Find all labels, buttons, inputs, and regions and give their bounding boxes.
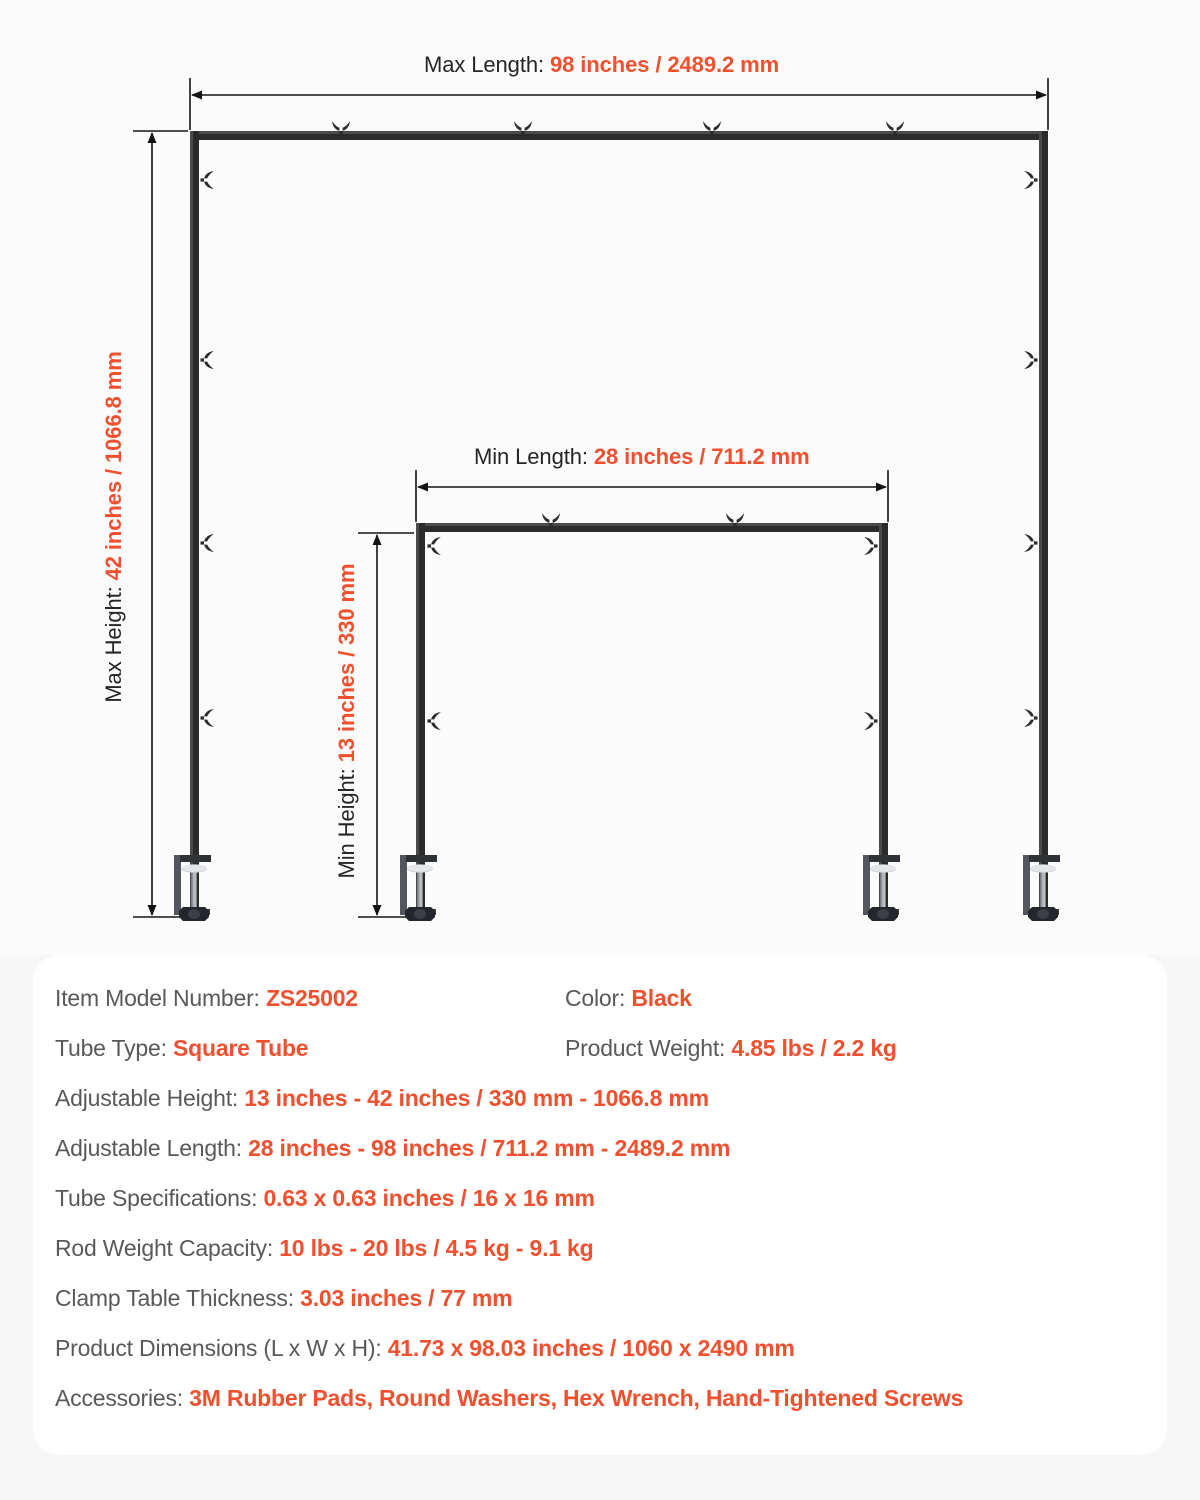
specification-list: Item Model Number: ZS25002 Color: Black Tu… bbox=[55, 985, 1145, 1435]
spec-row: Adjustable Height: 13 inches - 42 inches… bbox=[55, 1085, 1145, 1135]
wing-nut-thumb-screw bbox=[200, 171, 214, 189]
desk-c-clamp bbox=[863, 855, 900, 921]
max-size-frame bbox=[174, 121, 1060, 921]
spec-item: Tube Specifications: 0.63 x 0.63 inches … bbox=[55, 1185, 595, 1212]
wing-nut-thumb-screw bbox=[427, 712, 441, 730]
dimension-label-max-length-key: Max Length: bbox=[424, 52, 550, 77]
spec-row: Item Model Number: ZS25002 Color: Black bbox=[55, 985, 1145, 1035]
product-dimension-diagram: Max Length: 98 inches / 2489.2 mm Max He… bbox=[101, 52, 1060, 921]
dimension-label-min-height: Min Height: 13 inches / 330 mm bbox=[334, 521, 360, 921]
spec-item-value: 4.85 lbs / 2.2 kg bbox=[731, 1035, 897, 1061]
dimension-label-max-height: Max Height: 42 inches / 1066.8 mm bbox=[101, 327, 127, 727]
wing-nut-thumb-screw bbox=[1024, 171, 1038, 189]
dimension-label-max-height-key: Max Height: bbox=[101, 580, 126, 703]
spec-item-value: ZS25002 bbox=[265, 985, 358, 1011]
spec-item-key: Rod Weight Capacity: bbox=[55, 1235, 280, 1261]
spec-item-key: Accessories: bbox=[55, 1385, 190, 1411]
spec-item-key: Adjustable Height: bbox=[55, 1085, 245, 1111]
spec-item-value: 0.63 x 0.63 inches / 16 x 16 mm bbox=[263, 1185, 595, 1211]
wing-nut-thumb-screw bbox=[200, 534, 214, 552]
spec-item-key: Product Dimensions (L x W x H): bbox=[55, 1335, 388, 1361]
wing-nut-thumb-screw bbox=[200, 709, 214, 727]
spec-item-value: 10 lbs - 20 lbs / 4.5 kg - 9.1 kg bbox=[279, 1235, 594, 1261]
dimension-min-length bbox=[415, 470, 889, 522]
spec-item-key: Tube Type: bbox=[55, 1035, 173, 1061]
desk-c-clamp bbox=[1023, 855, 1060, 921]
spec-item-value: 41.73 x 98.03 inches / 1060 x 2490 mm bbox=[387, 1335, 795, 1361]
min-size-frame bbox=[400, 513, 900, 921]
dimension-max-height bbox=[133, 130, 188, 918]
spec-item: Tube Type: Square Tube bbox=[55, 1035, 565, 1062]
spec-item: Product Dimensions (L x W x H): 41.73 x … bbox=[55, 1335, 795, 1362]
spec-row: Accessories: 3M Rubber Pads, Round Washe… bbox=[55, 1385, 1145, 1435]
dimension-label-min-length: Min Length: 28 inches / 711.2 mm bbox=[474, 444, 810, 470]
spec-item: Item Model Number: ZS25002 bbox=[55, 985, 565, 1012]
wing-nut-thumb-screw bbox=[864, 537, 878, 555]
spec-item-value: 28 inches - 98 inches / 711.2 mm - 2489.… bbox=[248, 1135, 731, 1161]
wing-nut-thumb-screw bbox=[864, 712, 878, 730]
dimension-max-length bbox=[189, 78, 1049, 130]
spec-item-key: Clamp Table Thickness: bbox=[55, 1285, 301, 1311]
dimension-label-max-height-value: 42 inches / 1066.8 mm bbox=[101, 351, 126, 581]
spec-row: Tube Specifications: 0.63 x 0.63 inches … bbox=[55, 1185, 1145, 1235]
spec-item: Color: Black bbox=[565, 985, 1075, 1012]
spec-row: Product Dimensions (L x W x H): 41.73 x … bbox=[55, 1335, 1145, 1385]
wing-nut-thumb-screw bbox=[1024, 351, 1038, 369]
wing-nut-thumb-screw bbox=[1024, 534, 1038, 552]
spec-item-value: 3M Rubber Pads, Round Washers, Hex Wrenc… bbox=[189, 1385, 964, 1411]
spec-item: Product Weight: 4.85 lbs / 2.2 kg bbox=[565, 1035, 1075, 1062]
spec-item-key: Product Weight: bbox=[565, 1035, 732, 1061]
dimension-label-min-height-value: 13 inches / 330 mm bbox=[334, 563, 359, 763]
spec-item-key: Item Model Number: bbox=[55, 985, 266, 1011]
spec-item-key: Adjustable Length: bbox=[55, 1135, 249, 1161]
spec-item-key: Tube Specifications: bbox=[55, 1185, 264, 1211]
wing-nut-thumb-screw bbox=[200, 351, 214, 369]
dimension-min-height bbox=[358, 532, 414, 918]
dimension-label-min-length-key: Min Length: bbox=[474, 444, 594, 469]
diagram-canvas bbox=[133, 78, 1060, 921]
desk-c-clamp bbox=[400, 855, 437, 921]
dimension-label-max-length-value: 98 inches / 2489.2 mm bbox=[550, 52, 780, 77]
spec-row: Clamp Table Thickness: 3.03 inches / 77 … bbox=[55, 1285, 1145, 1335]
desk-c-clamp bbox=[174, 855, 211, 921]
spec-item-key: Color: bbox=[565, 985, 632, 1011]
spec-item-value: 13 inches - 42 inches / 330 mm - 1066.8 … bbox=[244, 1085, 709, 1111]
wing-nut-thumb-screw bbox=[427, 537, 441, 555]
spec-item: Clamp Table Thickness: 3.03 inches / 77 … bbox=[55, 1285, 513, 1312]
spec-item-value: Square Tube bbox=[173, 1035, 309, 1061]
spec-row: Rod Weight Capacity: 10 lbs - 20 lbs / 4… bbox=[55, 1235, 1145, 1285]
spec-item: Accessories: 3M Rubber Pads, Round Washe… bbox=[55, 1385, 963, 1412]
dimension-label-min-length-value: 28 inches / 711.2 mm bbox=[593, 444, 810, 469]
spec-item-value: 3.03 inches / 77 mm bbox=[300, 1285, 513, 1311]
spec-item: Adjustable Height: 13 inches - 42 inches… bbox=[55, 1085, 709, 1112]
spec-item-value: Black bbox=[631, 985, 692, 1011]
spec-row: Adjustable Length: 28 inches - 98 inches… bbox=[55, 1135, 1145, 1185]
wing-nut-thumb-screw bbox=[1024, 709, 1038, 727]
spec-item: Adjustable Length: 28 inches - 98 inches… bbox=[55, 1135, 730, 1162]
spec-row: Tube Type: Square Tube Product Weight: 4.… bbox=[55, 1035, 1145, 1085]
dimension-label-max-length: Max Length: 98 inches / 2489.2 mm bbox=[424, 52, 779, 78]
specification-card: Item Model Number: ZS25002 Color: Black Tu… bbox=[33, 955, 1167, 1455]
dimension-label-min-height-key: Min Height: bbox=[334, 762, 359, 879]
spec-item: Rod Weight Capacity: 10 lbs - 20 lbs / 4… bbox=[55, 1235, 594, 1262]
